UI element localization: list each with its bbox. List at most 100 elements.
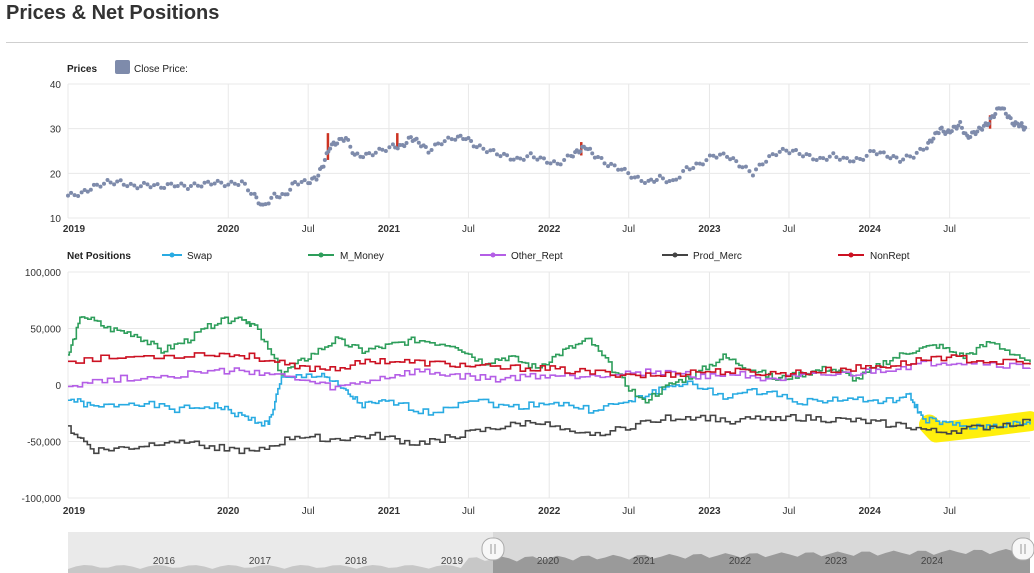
net-x-tick-label: Jul bbox=[943, 506, 956, 517]
series-line-swap[interactable] bbox=[68, 372, 1031, 430]
price-point bbox=[159, 185, 164, 190]
price-point bbox=[531, 155, 536, 160]
net-x-tick-label: 2020 bbox=[217, 506, 240, 517]
series-line-prod-merc[interactable] bbox=[68, 413, 1031, 455]
price-point bbox=[364, 151, 369, 156]
price-point bbox=[657, 173, 662, 178]
price-point bbox=[219, 180, 224, 185]
price-point bbox=[595, 154, 600, 159]
price-point bbox=[1012, 123, 1017, 128]
price-y-axis: 10 20 30 40 bbox=[50, 80, 62, 225]
price-point bbox=[361, 155, 366, 160]
legend-item-other-rept[interactable]: Other_Rept bbox=[480, 251, 563, 262]
price-point bbox=[367, 151, 372, 156]
series-line-nonrept[interactable] bbox=[68, 352, 1031, 379]
price-point bbox=[541, 156, 546, 161]
navigator-right-handle[interactable] bbox=[1011, 537, 1034, 561]
price-point bbox=[515, 155, 520, 160]
price-legend-marker bbox=[115, 60, 130, 74]
price-point bbox=[959, 125, 964, 130]
price-point bbox=[993, 111, 998, 116]
series-line-other-rept[interactable] bbox=[68, 359, 1031, 391]
price-point bbox=[169, 181, 174, 186]
price-point bbox=[69, 190, 74, 195]
price-point bbox=[498, 154, 503, 159]
price-point bbox=[387, 145, 392, 150]
price-point bbox=[199, 184, 204, 189]
navigator-left-handle[interactable] bbox=[481, 537, 505, 561]
price-point bbox=[94, 182, 99, 187]
price-point bbox=[861, 157, 866, 162]
legend-item-swap[interactable]: Swap bbox=[162, 251, 212, 262]
price-point bbox=[383, 148, 388, 153]
price-y-tick-label: 30 bbox=[50, 125, 62, 136]
net-y-tick-label: -50,000 bbox=[27, 438, 61, 449]
price-point bbox=[82, 187, 87, 192]
price-point bbox=[416, 140, 421, 145]
price-point bbox=[272, 191, 277, 196]
net-x-tick-label: Jul bbox=[462, 506, 475, 517]
price-point bbox=[528, 151, 533, 156]
price-point bbox=[750, 173, 755, 178]
price-legend[interactable]: Prices Close Price: bbox=[67, 60, 188, 75]
price-point bbox=[590, 151, 595, 156]
price-point bbox=[1019, 121, 1024, 126]
navigator-year-label: 2018 bbox=[345, 556, 368, 567]
price-point bbox=[548, 161, 553, 166]
price-point bbox=[263, 202, 268, 207]
price-point bbox=[700, 162, 705, 167]
net-x-tick-label: 2019 bbox=[63, 506, 86, 517]
price-point bbox=[757, 162, 762, 167]
price-point bbox=[252, 191, 257, 196]
price-point bbox=[299, 179, 304, 184]
price-point bbox=[346, 137, 351, 142]
price-point bbox=[754, 167, 759, 172]
price-point bbox=[105, 178, 110, 183]
price-point bbox=[837, 157, 842, 162]
price-point bbox=[901, 157, 906, 162]
price-point bbox=[145, 182, 150, 187]
legend-item-prod-merc[interactable]: Prod_Merc bbox=[662, 251, 742, 262]
price-point bbox=[511, 157, 516, 162]
legend-item-m-money[interactable]: M_Money bbox=[308, 251, 384, 262]
price-point bbox=[642, 181, 647, 186]
price-point bbox=[725, 154, 730, 159]
navigator-year-label: 2021 bbox=[633, 556, 656, 567]
price-point bbox=[681, 169, 686, 174]
price-point bbox=[322, 157, 327, 162]
price-point bbox=[269, 195, 274, 200]
price-point bbox=[968, 134, 973, 139]
price-point bbox=[488, 148, 493, 153]
price-point bbox=[545, 160, 550, 165]
price-point bbox=[878, 150, 883, 155]
price-point bbox=[85, 189, 90, 194]
price-point bbox=[436, 141, 441, 146]
price-point bbox=[814, 157, 819, 162]
price-point bbox=[148, 185, 153, 190]
price-point bbox=[649, 177, 654, 182]
price-point bbox=[1015, 121, 1020, 126]
price-point bbox=[924, 146, 929, 151]
net-x-tick-label: Jul bbox=[302, 506, 315, 517]
price-point bbox=[664, 180, 669, 185]
price-point bbox=[904, 153, 909, 158]
price-x-tick-label: Jul bbox=[302, 224, 315, 235]
price-point bbox=[864, 153, 869, 158]
price-point bbox=[632, 175, 637, 180]
price-point bbox=[609, 161, 614, 166]
title-divider bbox=[6, 42, 1028, 43]
price-point bbox=[599, 155, 604, 160]
series-line-m-money[interactable] bbox=[68, 316, 1031, 404]
legend-item-nonrept[interactable]: NonRept bbox=[838, 251, 910, 262]
navigator[interactable]: 2016 2017 2018 2019 2020 2021 2022 2023 2024 bbox=[68, 532, 1034, 573]
price-point bbox=[677, 175, 682, 180]
net-positions-legend[interactable]: Net Positions Swap M_Money Other_Rept Pr… bbox=[67, 251, 910, 262]
price-point bbox=[793, 147, 798, 152]
price-point bbox=[1023, 125, 1028, 130]
price-point bbox=[578, 149, 583, 154]
price-point bbox=[66, 193, 70, 198]
price-point bbox=[239, 179, 244, 184]
price-point bbox=[868, 149, 873, 154]
price-point bbox=[314, 177, 319, 182]
price-point bbox=[165, 182, 170, 187]
